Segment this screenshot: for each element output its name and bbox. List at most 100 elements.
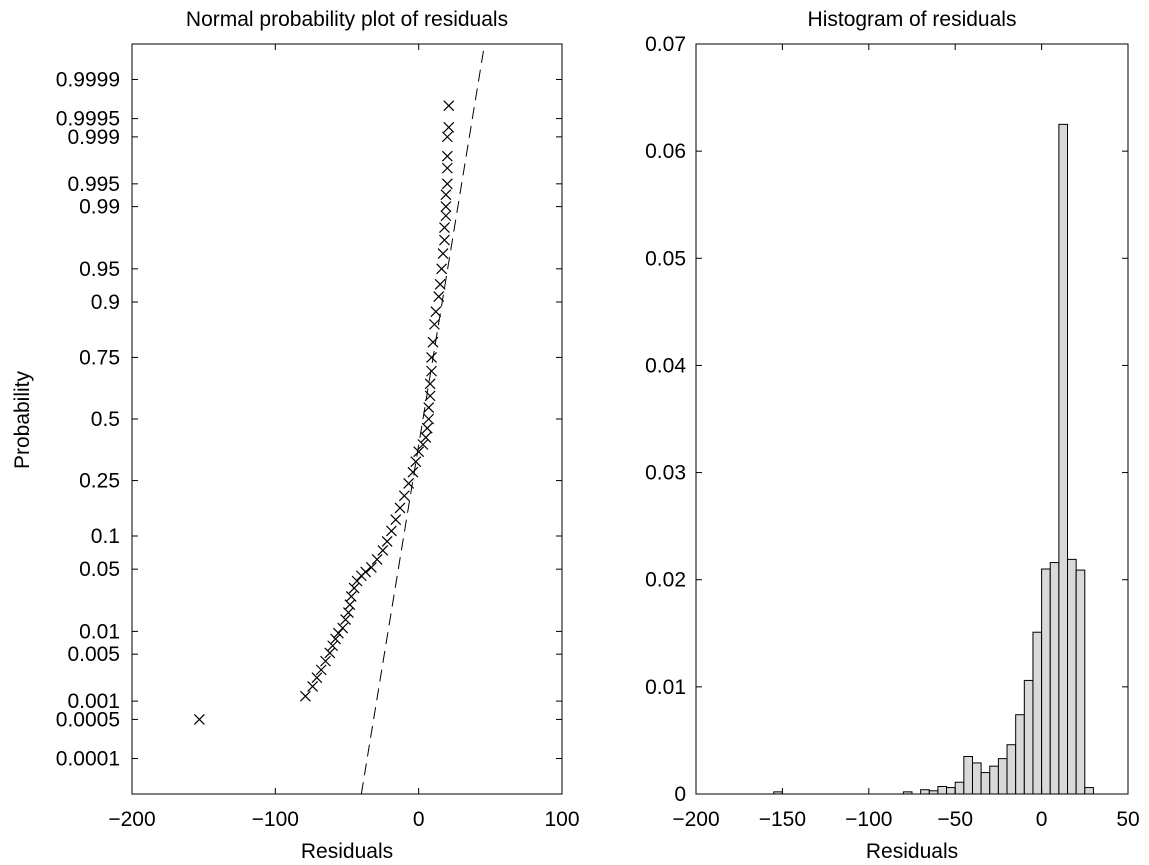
data-point-x-marker: [348, 582, 360, 594]
data-point-x-marker: [300, 690, 311, 702]
data-point-x-marker: [307, 680, 319, 692]
x-tick-label: −200: [672, 808, 719, 831]
data-point-x-marker: [407, 466, 419, 478]
data-point-x-marker: [440, 189, 452, 201]
data-point-x-marker: [386, 525, 397, 537]
y-tick-label: 0.04: [645, 354, 686, 377]
data-point-x-marker: [433, 291, 445, 303]
data-point-x-marker: [351, 575, 363, 587]
data-point-x-marker: [394, 502, 406, 514]
data-point-x-marker: [311, 672, 323, 684]
data-point-x-marker: [327, 640, 339, 652]
x-tick-label: −200: [108, 808, 155, 831]
histogram-bar: [997, 758, 1008, 795]
data-point-x-marker: [443, 121, 455, 133]
y-tick-label: 0.75: [79, 346, 120, 369]
histogram-bar: [1041, 568, 1051, 795]
data-point-x-marker: [439, 222, 450, 233]
histogram-bar: [1049, 562, 1060, 795]
y-tick-label: 0.05: [645, 247, 686, 270]
data-point-x-marker: [423, 402, 435, 413]
left-chart-title: Normal probability plot of residuals: [186, 8, 508, 31]
data-point-x-marker: [429, 318, 440, 330]
data-points: [193, 100, 455, 725]
x-tick-label: −150: [759, 808, 806, 831]
y-tick-label: 0.25: [79, 470, 120, 493]
data-point-x-marker: [436, 263, 448, 275]
histogram-bar: [1084, 787, 1094, 795]
histogram-bar: [954, 781, 965, 795]
y-tick-label: 0.01: [645, 676, 686, 699]
reference-line-path: [360, 43, 486, 795]
data-point-x-marker: [420, 432, 432, 443]
data-point-x-marker: [423, 413, 435, 425]
data-point-x-marker: [330, 633, 341, 645]
histogram-bar: [989, 765, 999, 795]
data-point-x-marker: [398, 490, 410, 502]
x-tick-label: 0: [1036, 808, 1048, 831]
y-tick-label: 0.001: [67, 690, 120, 713]
histogram-bar: [1032, 631, 1043, 795]
data-point-x-marker: [365, 562, 377, 573]
right-chart-title: Histogram of residuals: [808, 8, 1017, 31]
data-point-x-marker: [434, 278, 446, 290]
data-point-x-marker: [403, 478, 415, 489]
normal-probability-plot: Normal probability plot of residuals Res…: [11, 8, 580, 863]
y-tick-label: 0.07: [645, 33, 686, 56]
x-tick-label: 0: [413, 808, 425, 831]
left-plot-frame: [131, 43, 563, 795]
y-tick-label: 0.1: [91, 525, 120, 548]
y-tick-label: 0.99: [79, 196, 120, 219]
right-x-axis-label: Residuals: [866, 840, 958, 863]
x-tick-label: 50: [1116, 808, 1139, 831]
data-point-x-marker: [360, 566, 372, 578]
data-point-x-marker: [439, 234, 450, 246]
data-point-x-marker: [390, 514, 402, 526]
histogram: Histogram of residuals Residuals −200 −15…: [645, 8, 1140, 863]
right-plot-frame: [695, 43, 1129, 795]
histogram-bar: [920, 789, 930, 795]
reference-line: [360, 43, 486, 795]
y-tick-label: 0.95: [79, 258, 120, 281]
left-x-axis-label: Residuals: [301, 840, 393, 863]
y-tick-label: 0.9995: [56, 108, 120, 131]
data-point-x-marker: [324, 647, 336, 659]
x-tick-label: −100: [845, 808, 892, 831]
histogram-bar: [971, 762, 982, 795]
data-point-x-marker: [337, 622, 349, 634]
data-point-x-marker: [340, 614, 351, 626]
histogram-bar: [980, 772, 991, 795]
data-point-x-marker: [377, 545, 389, 556]
y-tick-label: 0.005: [67, 643, 120, 666]
y-tick-label: 0.995: [67, 173, 120, 196]
data-point-x-marker: [381, 535, 393, 547]
histogram-bar: [1023, 679, 1034, 795]
y-tick-label: 0.03: [645, 462, 686, 485]
data-point-x-marker: [441, 150, 453, 162]
data-point-x-marker: [193, 713, 205, 725]
histogram-bars: [696, 123, 1128, 795]
y-tick-label: 0.999: [67, 126, 120, 149]
histogram-bar: [1006, 744, 1017, 795]
data-point-x-marker: [424, 378, 436, 390]
data-point-x-marker: [320, 655, 331, 667]
data-point-x-marker: [440, 210, 452, 222]
y-tick-label: 0.02: [645, 569, 686, 592]
data-point-x-marker: [345, 590, 357, 602]
y-tick-label: 0.06: [645, 140, 686, 163]
x-tick-label: −100: [252, 808, 299, 831]
data-point-x-marker: [427, 336, 439, 348]
y-tick-label: 0.05: [79, 558, 120, 581]
data-point-x-marker: [441, 162, 453, 174]
data-point-x-marker: [413, 446, 425, 458]
data-point-x-marker: [417, 439, 429, 450]
histogram-bar: [1067, 558, 1077, 795]
left-y-axis-label: Probability: [11, 370, 34, 469]
y-tick-label: 0.9: [91, 291, 120, 314]
data-point-x-marker: [426, 365, 437, 377]
data-point-x-marker: [443, 100, 455, 112]
histogram-bar: [937, 786, 948, 795]
data-point-x-marker: [421, 422, 433, 434]
histogram-bar: [1015, 714, 1025, 795]
